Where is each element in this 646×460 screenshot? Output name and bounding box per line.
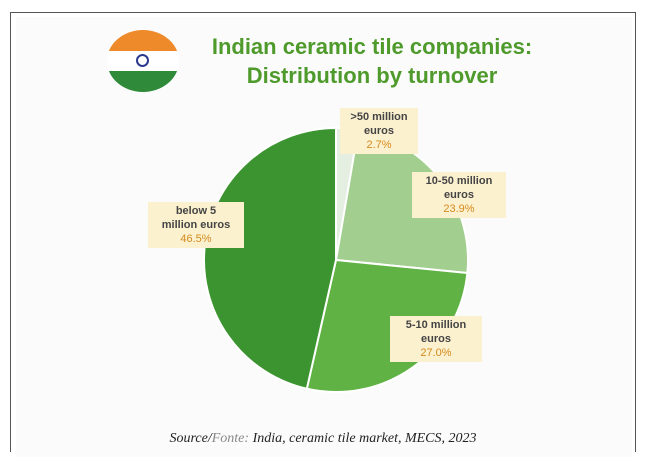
- slice-label-line1: 5-10 million: [405, 319, 467, 331]
- source-note: Source/Fonte: India, ceramic tile market…: [0, 431, 646, 447]
- flag-chakra: [136, 54, 149, 67]
- slice-value: 27.0%: [420, 347, 452, 359]
- chart-title-line2: Distribution by turnover: [246, 63, 498, 88]
- slice-label-above-50: >50 million euros 2.7%: [340, 108, 418, 154]
- source-text: India, ceramic tile market, MECS, 2023: [249, 431, 477, 446]
- slice-label-10-50: 10-50 million euros 23.9%: [412, 172, 506, 218]
- slice-label-line2: euros: [444, 189, 474, 201]
- source-fonte: Fonte:: [211, 431, 250, 446]
- slice-label-line2: euros: [421, 333, 451, 345]
- pie-slice-3: [203, 126, 337, 390]
- source-prefix: Source/: [169, 431, 212, 446]
- chart-frame: [10, 12, 636, 452]
- slice-label-line1: >50 million: [350, 111, 408, 123]
- pie-slice-2: [305, 258, 469, 393]
- slice-label-below-5: below 5 million euros 46.5%: [148, 202, 244, 248]
- slice-label-line1: 10-50 million: [425, 175, 493, 187]
- slice-value: 23.9%: [443, 203, 475, 215]
- chart-title-line1: Indian ceramic tile companies:: [211, 34, 533, 59]
- flag-green-band: [107, 71, 179, 92]
- flag-saffron-band: [107, 30, 179, 51]
- slice-label-line2: euros: [364, 125, 394, 137]
- slice-value: 2.7%: [366, 139, 392, 151]
- slice-label-line2: million euros: [161, 219, 231, 231]
- india-flag-icon: [107, 30, 179, 92]
- chart-title: Indian ceramic tile companies: Distribut…: [184, 32, 560, 90]
- slice-value: 46.5%: [180, 233, 212, 245]
- slice-label-line1: below 5: [175, 205, 217, 217]
- slice-label-5-10: 5-10 million euros 27.0%: [390, 316, 482, 362]
